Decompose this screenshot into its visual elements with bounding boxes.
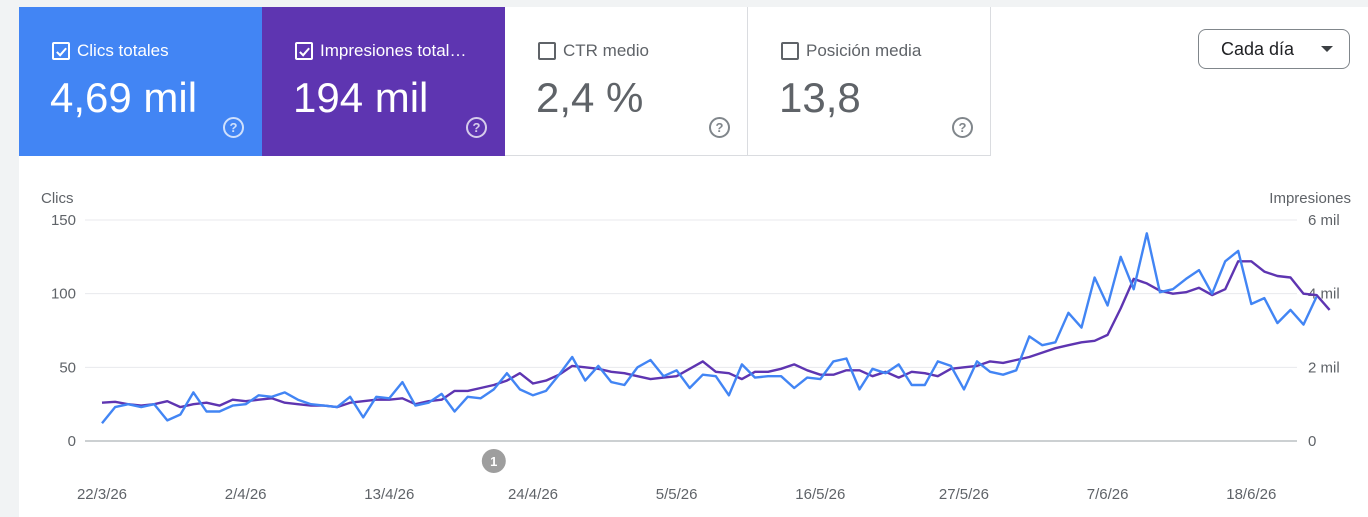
help-icon[interactable]: ? [952,117,973,138]
left-tick-label: 100 [51,286,76,303]
annotation-label: 1 [490,454,497,469]
series-line-impressions [101,260,1331,409]
left-axis-label: Clics [41,190,74,207]
metric-card-position[interactable]: Posición media 13,8 ? [748,7,991,156]
left-tick-label: 150 [51,212,76,229]
chart-gridlines [85,219,1297,442]
x-tick-label: 16/5/26 [795,486,845,503]
x-tick-label: 7/6/26 [1087,486,1129,503]
metric-label: CTR medio [563,41,649,60]
left-axis-ticks: 0 50 100 150 [51,212,76,450]
x-tick-label: 27/5/26 [939,486,989,503]
metric-label: Impresiones total… [320,41,467,60]
granularity-dropdown[interactable]: Cada día [1198,29,1350,69]
metric-card-clicks[interactable]: Clics totales 4,69 mil ? [19,7,262,156]
performance-panel: Clics totales 4,69 mil ? Impresiones tot… [19,7,1368,517]
x-tick-label: 22/3/26 [77,486,127,503]
metric-card-ctr-header: CTR medio [538,41,733,61]
x-tick-label: 5/5/26 [656,486,698,503]
left-tick-label: 0 [68,433,76,450]
right-axis-label: Impresiones [1269,190,1351,207]
metric-value: 13,8 [779,74,861,121]
metric-cards: Clics totales 4,69 mil ? Impresiones tot… [19,7,991,156]
checkbox-unchecked-icon[interactable] [781,42,799,60]
metric-card-clicks-header: Clics totales [52,41,247,61]
metric-value: 4,69 mil [50,74,198,121]
x-tick-label: 13/4/26 [364,486,414,503]
granularity-selected: Cada día [1221,38,1295,59]
help-icon[interactable]: ? [466,117,487,138]
caret-down-icon [1321,46,1333,52]
x-tick-label: 18/6/26 [1226,486,1276,503]
metric-label: Clics totales [77,41,169,60]
metric-value: 2,4 % [536,74,644,121]
checkbox-checked-icon[interactable] [295,42,313,60]
chart-annotation[interactable]: 1 [481,449,506,473]
metric-card-impressions-header: Impresiones total… [295,41,490,61]
right-tick-label: 2 mil [1308,359,1340,376]
x-axis-ticks: 22/3/26 2/4/26 13/4/26 24/4/26 5/5/26 16/5/26… [77,486,1276,503]
help-icon[interactable]: ? [709,117,730,138]
checkbox-checked-icon[interactable] [52,42,70,60]
metric-card-position-header: Posición media [781,41,976,61]
right-tick-label: 6 mil [1308,212,1340,229]
metric-label: Posición media [806,41,922,60]
metric-card-impressions[interactable]: Impresiones total… 194 mil ? [262,7,505,156]
metric-card-ctr[interactable]: CTR medio 2,4 % ? [505,7,748,156]
x-tick-label: 2/4/26 [225,486,267,503]
right-tick-label: 0 [1308,433,1316,450]
help-icon[interactable]: ? [223,117,244,138]
x-tick-label: 24/4/26 [508,486,558,503]
series-line-clicks [101,232,1318,425]
left-tick-label: 50 [59,359,76,376]
annotation-marker [481,449,506,473]
checkbox-unchecked-icon[interactable] [538,42,556,60]
metric-value: 194 mil [293,74,429,121]
chart-series [101,232,1331,425]
